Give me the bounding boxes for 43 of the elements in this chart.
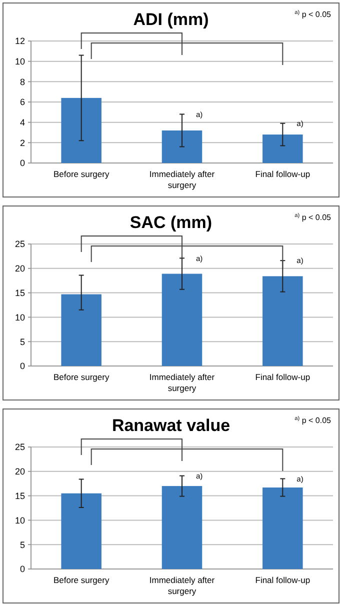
y-tick-label: 12	[14, 36, 25, 46]
y-tick-label: 25	[14, 442, 25, 452]
text: $^{a)}$ p < 0.05	[294, 9, 332, 19]
bar	[61, 294, 102, 366]
bar	[162, 130, 202, 163]
y-tick-label: 0	[20, 361, 25, 372]
x-tick-label: Before surgery	[53, 169, 110, 179]
y-tick-label: 10	[14, 56, 25, 66]
x-tick-label: Final follow-up	[255, 372, 310, 382]
y-tick-label: 8	[20, 76, 25, 87]
y-tick-label: 0	[20, 158, 25, 168]
x-tick-label: Immediately after surgery	[149, 575, 215, 596]
y-tick-label: 15	[14, 490, 25, 501]
bar	[61, 493, 102, 569]
x-tick-label: Before surgery	[53, 372, 110, 382]
x-tick-label: Before surgery	[53, 575, 110, 585]
bar	[162, 486, 202, 569]
y-tick-label: 4	[20, 117, 25, 128]
chart-title: SAC (mm)	[130, 213, 212, 232]
bar	[262, 488, 303, 569]
x-tick-label: Final follow-up	[255, 575, 310, 585]
y-tick-label: 20	[14, 466, 25, 477]
y-tick-label: 10	[14, 515, 25, 526]
y-tick-label: 2	[20, 138, 25, 148]
y-tick-label: 0	[20, 564, 25, 574]
x-tick-label: Final follow-up	[255, 169, 310, 179]
text: $^{a)}$ p < 0.05	[294, 415, 332, 425]
y-tick-label: 15	[14, 288, 25, 298]
x-tick-label: Immediately after surgery	[149, 169, 215, 190]
text: $^{a)}$ p < 0.05	[294, 212, 332, 222]
bar	[61, 98, 102, 163]
y-tick-label: 10	[14, 312, 25, 322]
bar	[262, 276, 303, 366]
x-tick-label: Immediately after surgery	[149, 372, 215, 393]
y-tick-label: 25	[14, 239, 25, 250]
bar	[162, 274, 202, 366]
y-tick-label: 20	[14, 264, 25, 274]
y-tick-label: 5	[20, 336, 25, 347]
bar	[262, 134, 303, 163]
chart-title: Ranawat value	[112, 416, 230, 435]
chart-title: ADI (mm)	[133, 10, 209, 29]
y-tick-label: 6	[20, 97, 25, 108]
y-tick-label: 5	[20, 540, 25, 550]
